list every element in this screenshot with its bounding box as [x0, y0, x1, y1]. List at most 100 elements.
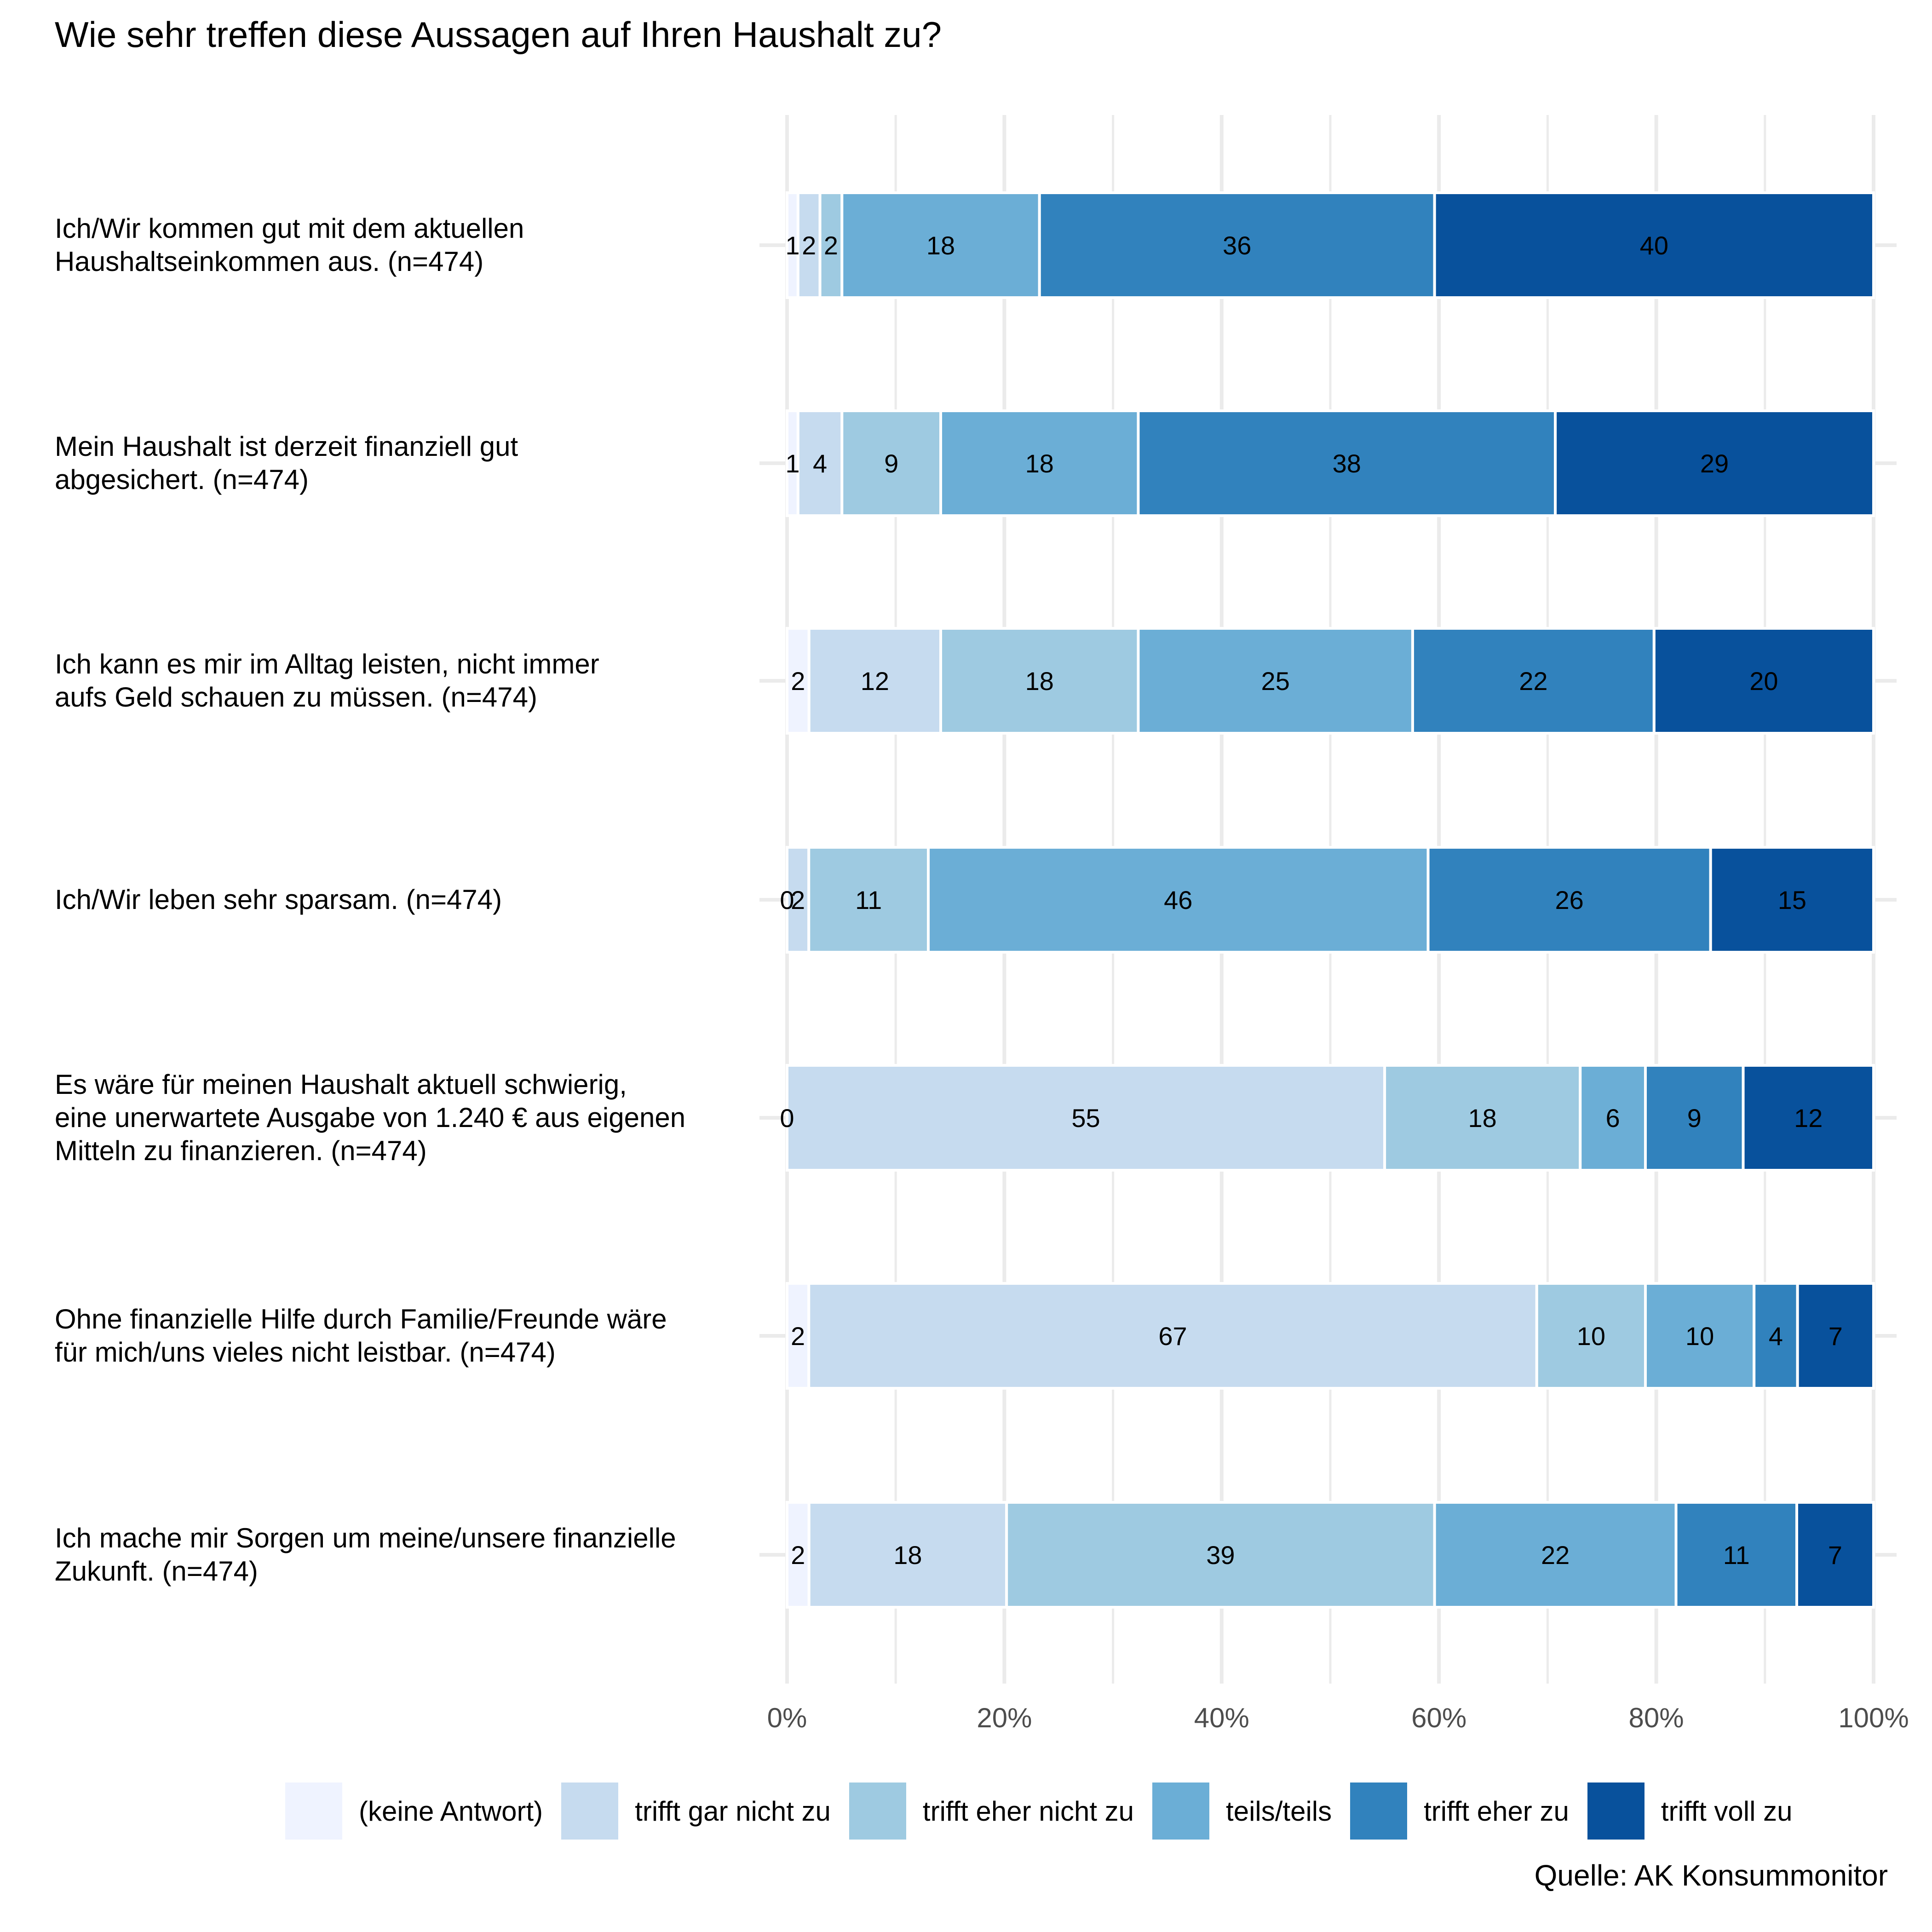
data-label: 12	[1794, 1104, 1823, 1133]
category-label: Ich kann es mir im Alltag leisten, nicht…	[55, 648, 754, 714]
bar-segment	[1795, 1501, 1875, 1609]
legend-item: teils/teils	[1152, 1782, 1350, 1840]
bar-segment	[1579, 1064, 1647, 1172]
category-label-line: Es wäre für meinen Haushalt aktuell schw…	[55, 1069, 627, 1100]
bar-segment	[840, 409, 943, 517]
bar-segment	[1652, 627, 1875, 735]
data-label: 22	[1519, 667, 1547, 696]
category-label-line: eine unerwartete Ausgabe von 1.240 € aus…	[55, 1102, 686, 1133]
data-label: 10	[1577, 1322, 1605, 1351]
category-label: Ohne finanzielle Hilfe durch Familie/Fre…	[55, 1303, 754, 1369]
data-label: 36	[1223, 231, 1251, 260]
data-label: 20	[1749, 667, 1778, 696]
x-tick-label: 80%	[1629, 1702, 1684, 1733]
data-label: 18	[1025, 449, 1054, 478]
category-label-line: Mein Haushalt ist derzeit finanziell gut	[55, 431, 518, 462]
data-label: 10	[1685, 1322, 1714, 1351]
category-label-line: Ohne finanzielle Hilfe durch Familie/Fre…	[55, 1304, 667, 1334]
category-label-line: Ich/Wir kommen gut mit dem aktuellen	[55, 213, 524, 244]
bar-segment	[1742, 1064, 1875, 1172]
bar-segment	[939, 627, 1140, 735]
data-label: 2	[802, 231, 816, 260]
data-label: 18	[926, 231, 955, 260]
data-label: 1	[785, 231, 799, 260]
data-label: 2	[791, 667, 805, 696]
legend-label: (keine Antwort)	[359, 1795, 543, 1827]
category-label: Ich/Wir kommen gut mit dem aktuellen Haus…	[55, 212, 754, 278]
bar-segment	[1137, 627, 1414, 735]
bar-segment	[818, 191, 844, 299]
data-label: 55	[1071, 1104, 1100, 1133]
bar-segment	[1038, 191, 1436, 299]
data-label: 18	[1025, 667, 1054, 696]
bar-segment	[807, 846, 930, 954]
data-label: 0	[780, 886, 794, 914]
x-tick-label: 0%	[767, 1702, 807, 1733]
bar-segment	[1426, 846, 1712, 954]
bar-segment	[1709, 846, 1875, 954]
bar-segment	[1796, 1282, 1875, 1390]
x-tick-label: 100%	[1838, 1702, 1909, 1733]
data-label: 12	[861, 667, 889, 696]
bar-segment	[1411, 627, 1656, 735]
category-label: Ich mache mir Sorgen um meine/unsere fin…	[55, 1522, 754, 1588]
legend-label: trifft gar nicht zu	[635, 1795, 831, 1827]
category-label-line: für mich/uns vieles nicht leistbar. (n=4…	[55, 1337, 556, 1368]
bar-segment	[939, 409, 1140, 517]
bar-segment	[1554, 409, 1875, 517]
data-label: 0	[780, 1104, 794, 1133]
data-label: 25	[1261, 667, 1290, 696]
legend-swatch	[285, 1782, 342, 1840]
data-label: 15	[1778, 886, 1806, 914]
data-label: 9	[1687, 1104, 1702, 1133]
bar-segment	[786, 627, 811, 735]
category-label-line: aufs Geld schauen zu müssen. (n=474)	[55, 682, 537, 713]
category-label-line: Ich kann es mir im Alltag leisten, nicht…	[55, 649, 599, 679]
x-tick-label: 40%	[1194, 1702, 1249, 1733]
bar-segment	[1433, 191, 1875, 299]
category-label: Ich/Wir leben sehr sparsam. (n=474)	[55, 883, 754, 916]
data-label: 2	[791, 1541, 805, 1570]
data-label: 39	[1206, 1541, 1235, 1570]
bar-segment	[1753, 1282, 1799, 1390]
data-label: 9	[884, 449, 898, 478]
data-label: 7	[1828, 1322, 1843, 1351]
legend-swatch	[1587, 1782, 1644, 1840]
category-label-line: Mitteln zu finanzieren. (n=474)	[55, 1135, 427, 1166]
category-label: Es wäre für meinen Haushalt aktuell schw…	[55, 1068, 754, 1167]
data-label: 4	[1769, 1322, 1783, 1351]
bar-segment	[1535, 1282, 1647, 1390]
category-label-line: Ich mache mir Sorgen um meine/unsere fin…	[55, 1523, 676, 1553]
x-axis-ticks: 0% 20% 40% 60% 80% 100%	[767, 1702, 1909, 1733]
legend-label: teils/teils	[1226, 1795, 1332, 1827]
bar-segment	[927, 846, 1430, 954]
legend-item: trifft voll zu	[1587, 1782, 1811, 1840]
data-label: 22	[1541, 1541, 1570, 1570]
data-label: 2	[824, 231, 838, 260]
legend-item: (keine Antwort)	[285, 1782, 561, 1840]
data-label: 29	[1700, 449, 1729, 478]
bar-segment	[807, 627, 943, 735]
legend-swatch	[1350, 1782, 1408, 1840]
bar-segment	[1644, 1282, 1756, 1390]
data-label: 26	[1555, 886, 1583, 914]
data-label: 40	[1640, 231, 1668, 260]
legend: (keine Antwort) trifft gar nicht zu trifft…	[285, 1782, 1811, 1840]
legend-item: trifft eher nicht zu	[849, 1782, 1152, 1840]
data-label: 67	[1158, 1322, 1187, 1351]
data-label: 18	[1468, 1104, 1497, 1133]
data-label: 2	[791, 1322, 805, 1351]
data-label: 6	[1606, 1104, 1620, 1133]
bar-segment	[807, 1282, 1538, 1390]
legend-label: trifft eher nicht zu	[922, 1795, 1134, 1827]
data-label: 18	[893, 1541, 922, 1570]
legend-item: trifft eher zu	[1350, 1782, 1587, 1840]
bar-segment	[1137, 409, 1557, 517]
legend-label: trifft voll zu	[1661, 1795, 1793, 1827]
bar-segment	[786, 1064, 1386, 1172]
legend-swatch	[1152, 1782, 1210, 1840]
x-tick-label: 60%	[1411, 1702, 1466, 1733]
category-label: Mein Haushalt ist derzeit finanziell gut…	[55, 430, 754, 496]
